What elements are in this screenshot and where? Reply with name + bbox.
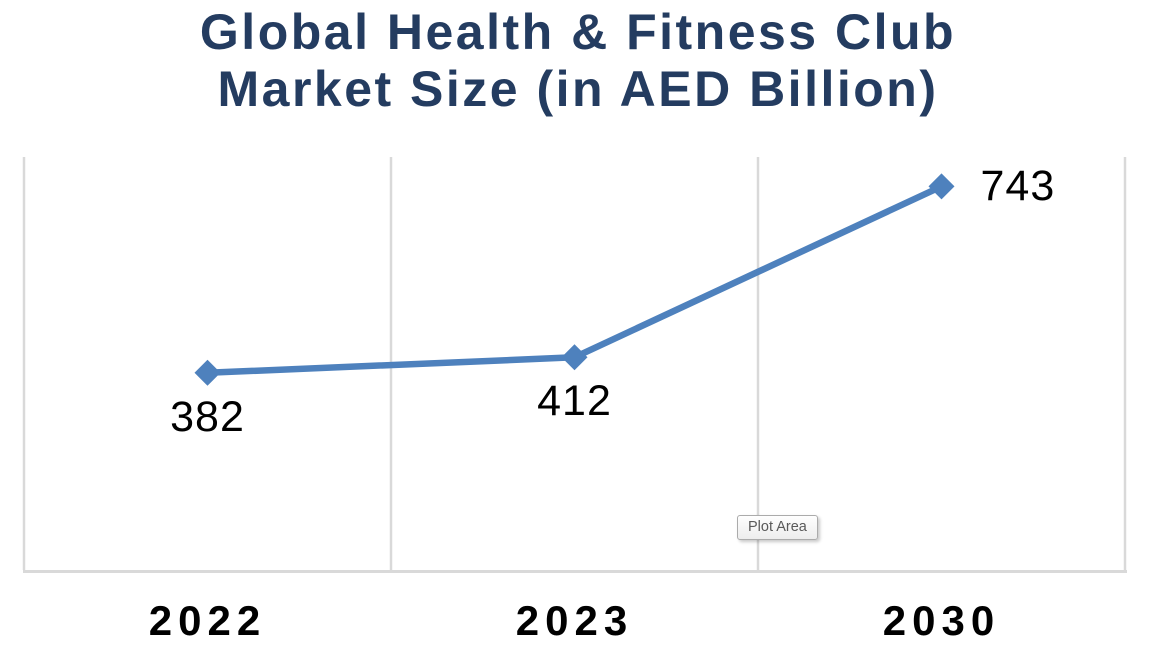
x-axis-label-2022[interactable]: 2022 (148, 597, 267, 644)
data-point-marker-2023[interactable] (561, 344, 588, 371)
plot-area-tooltip-label: Plot Area (748, 519, 807, 535)
chart-title[interactable]: Global Health & Fitness Club Market Size… (0, 4, 1156, 118)
x-axis-label-2030[interactable]: 2030 (882, 597, 1001, 644)
data-label-2030[interactable]: 743 (980, 162, 1056, 211)
markers-group (194, 173, 955, 386)
data-label-2023[interactable]: 412 (537, 377, 612, 426)
data-point-marker-2022[interactable] (194, 359, 221, 386)
gridlines-group (22, 157, 1127, 570)
x-axis-label-2023[interactable]: 2023 (515, 597, 634, 644)
chart-title-line-2: Market Size (in AED Billion) (217, 61, 939, 117)
data-label-2022[interactable]: 382 (170, 392, 245, 441)
plot-area-tooltip: Plot Area (737, 515, 818, 540)
data-point-marker-2030[interactable] (928, 173, 955, 200)
chart-title-line-1: Global Health & Fitness Club (199, 4, 957, 60)
